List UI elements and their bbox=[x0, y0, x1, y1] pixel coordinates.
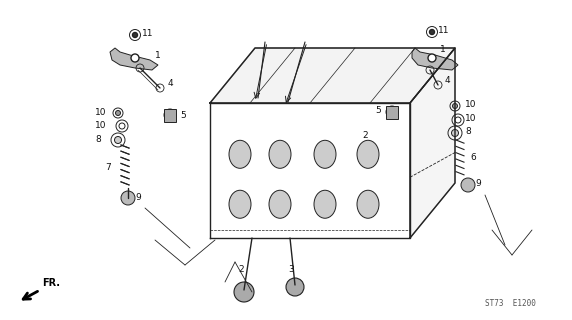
Text: 6: 6 bbox=[470, 154, 476, 163]
Text: 8: 8 bbox=[95, 134, 101, 143]
Text: 2: 2 bbox=[362, 131, 368, 140]
Text: FR.: FR. bbox=[42, 278, 60, 288]
Polygon shape bbox=[410, 48, 455, 238]
Text: 10: 10 bbox=[95, 121, 106, 130]
Circle shape bbox=[455, 117, 461, 123]
Text: 10: 10 bbox=[465, 114, 476, 123]
Polygon shape bbox=[412, 48, 458, 70]
Polygon shape bbox=[164, 109, 176, 122]
Text: 3: 3 bbox=[288, 266, 294, 275]
Circle shape bbox=[389, 109, 395, 115]
Ellipse shape bbox=[357, 190, 379, 218]
Circle shape bbox=[234, 282, 254, 302]
Text: 5: 5 bbox=[375, 106, 381, 115]
Text: 4: 4 bbox=[445, 76, 451, 84]
Ellipse shape bbox=[314, 140, 336, 168]
Text: 9: 9 bbox=[135, 194, 141, 203]
Text: 7: 7 bbox=[105, 163, 111, 172]
Circle shape bbox=[121, 191, 135, 205]
Circle shape bbox=[451, 130, 459, 137]
Text: 9: 9 bbox=[475, 179, 480, 188]
Polygon shape bbox=[110, 48, 158, 70]
Ellipse shape bbox=[269, 140, 291, 168]
Circle shape bbox=[167, 112, 173, 118]
Polygon shape bbox=[210, 48, 455, 103]
Ellipse shape bbox=[269, 190, 291, 218]
Ellipse shape bbox=[229, 190, 251, 218]
Text: ST73  E1200: ST73 E1200 bbox=[485, 299, 536, 308]
Ellipse shape bbox=[357, 140, 379, 168]
Circle shape bbox=[452, 103, 458, 108]
Polygon shape bbox=[386, 106, 398, 119]
Text: 10: 10 bbox=[465, 100, 476, 108]
Circle shape bbox=[114, 137, 121, 143]
Circle shape bbox=[461, 178, 475, 192]
Circle shape bbox=[286, 278, 304, 296]
Text: 10: 10 bbox=[95, 108, 106, 116]
Text: 1: 1 bbox=[155, 51, 161, 60]
Circle shape bbox=[428, 54, 436, 62]
Text: 4: 4 bbox=[168, 78, 174, 87]
Circle shape bbox=[430, 29, 435, 35]
Circle shape bbox=[119, 123, 125, 129]
Text: 11: 11 bbox=[438, 26, 450, 35]
Ellipse shape bbox=[314, 190, 336, 218]
Text: 2: 2 bbox=[238, 266, 244, 275]
Circle shape bbox=[116, 110, 121, 116]
Circle shape bbox=[133, 33, 137, 37]
Text: 8: 8 bbox=[465, 126, 471, 135]
Text: 1: 1 bbox=[440, 45, 446, 54]
Ellipse shape bbox=[229, 140, 251, 168]
Circle shape bbox=[131, 54, 139, 62]
Text: 11: 11 bbox=[142, 28, 153, 37]
Text: 5: 5 bbox=[180, 110, 186, 119]
